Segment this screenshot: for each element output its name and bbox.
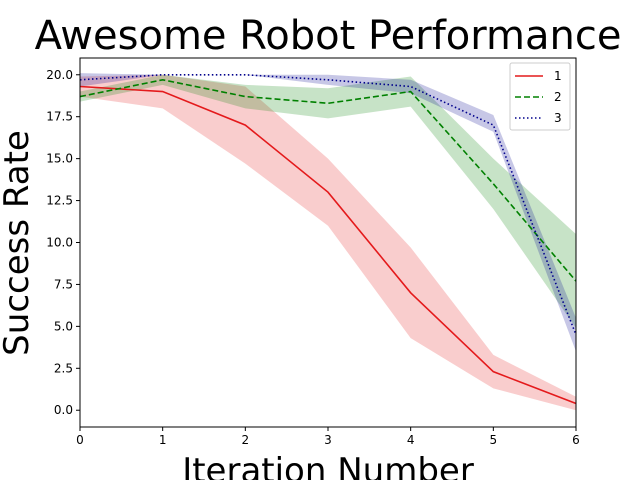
- y-tick-label: 7.5: [54, 277, 73, 291]
- legend-label-1: 1: [554, 69, 562, 83]
- x-tick-label: 3: [324, 433, 332, 447]
- series-1-line: [79, 85, 577, 405]
- y-tick-label: 20.0: [46, 68, 73, 82]
- y-tick-label: 0.0: [54, 403, 73, 417]
- y-tick-label: 17.5: [46, 110, 73, 124]
- legend-label-2: 2: [554, 90, 562, 104]
- y-tick-label: 2.5: [54, 361, 73, 375]
- series-3-line: [79, 73, 577, 336]
- y-axis-ticks: 0.0 2.5 5.0 7.5 10.0 12.5 15.0 17.5 20.0: [46, 68, 80, 417]
- chart-title: Awesome Robot Performance: [35, 13, 622, 59]
- series-1-band: [80, 74, 576, 411]
- y-tick-label: 10.0: [46, 236, 73, 250]
- x-tick-label: 4: [407, 433, 415, 447]
- x-tick-label: 5: [490, 433, 498, 447]
- x-tick-label: 2: [242, 433, 250, 447]
- legend: 1 2 3: [509, 62, 571, 131]
- series-lines: [79, 73, 577, 405]
- confidence-bands: [80, 73, 576, 411]
- legend-label-3: 3: [554, 111, 562, 125]
- x-axis-ticks: 0 1 2 3 4 5 6: [76, 427, 580, 447]
- y-tick-label: 12.5: [46, 194, 73, 208]
- y-tick-label: 15.0: [46, 152, 73, 166]
- x-tick-label: 1: [159, 433, 167, 447]
- legend-box: [509, 62, 571, 131]
- x-tick-label: 0: [76, 433, 84, 447]
- x-axis-label: Iteration Number: [182, 451, 474, 480]
- series-2-line: [79, 78, 577, 282]
- x-tick-label: 6: [572, 433, 580, 447]
- y-tick-label: 5.0: [54, 319, 73, 333]
- y-axis-label: Success Rate: [0, 130, 37, 356]
